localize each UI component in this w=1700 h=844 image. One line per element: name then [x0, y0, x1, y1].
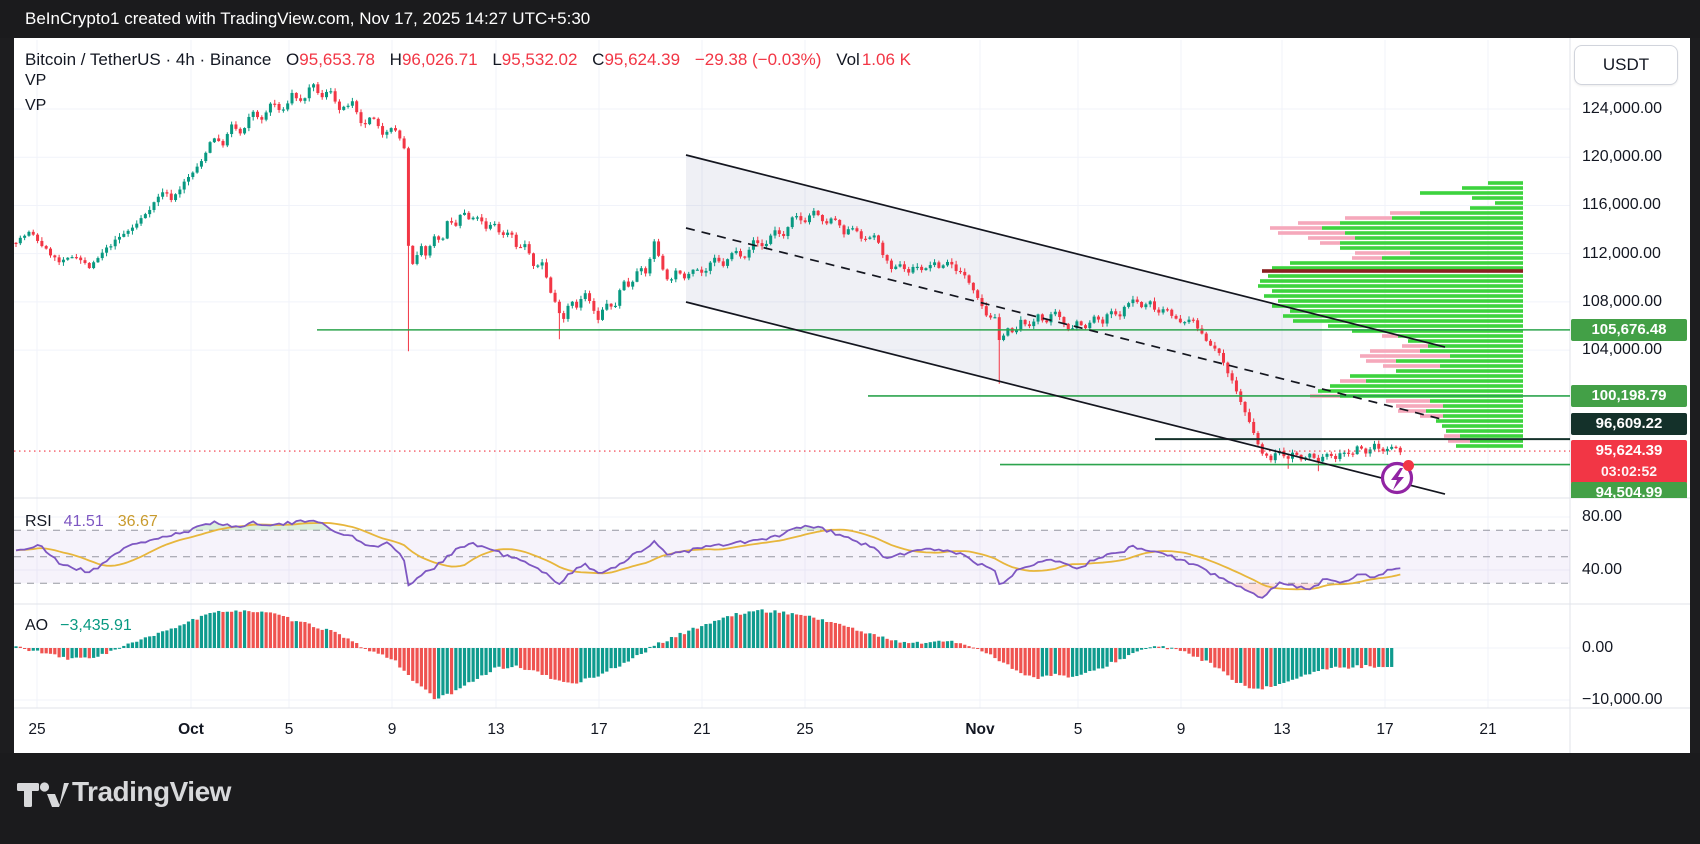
symbol-header: Bitcoin / TetherUS · 4h · Binance O95,65… [25, 50, 911, 70]
volume-profile [1258, 181, 1523, 448]
close-label: C [592, 50, 605, 69]
time-axis[interactable]: 25 Oct 5 9 13 17 21 25 Nov 5 9 13 17 21 [14, 708, 1570, 753]
price-tick-label: 108,000.00 [1582, 292, 1663, 310]
time-axis-label: 9 [1176, 721, 1186, 738]
price-axis[interactable]: USDT 105,676.48 100,198.79 96,609.22 95,624… [1570, 38, 1690, 753]
candles [14, 82, 1402, 472]
price-axis-badge: 95,624.39 03:02:52 [1571, 440, 1687, 484]
price-tick-label: 112,000.00 [1582, 244, 1661, 262]
rsi-label: RSI [25, 513, 52, 530]
time-axis-label: 5 [1073, 721, 1083, 738]
indicator-legend-ao[interactable]: AO −3,435.91 [25, 617, 132, 635]
price-pane [14, 82, 1570, 495]
rsi-value: 41.51 [63, 513, 104, 530]
price-tick-label: 116,000.00 [1582, 196, 1661, 214]
time-axis-label: 13 [1273, 721, 1291, 738]
time-axis-label: 25 [796, 721, 814, 738]
price-tick-label: 104,000.00 [1582, 341, 1663, 359]
tradingview-logo-icon [17, 782, 69, 807]
rsi-ma-value: 36.67 [117, 513, 158, 530]
time-axis-label: 17 [590, 721, 608, 738]
channel-line [685, 154, 1446, 348]
open-label: O [286, 50, 300, 69]
price-axis-badge: 96,609.22 [1571, 413, 1687, 435]
countdown-timer: 03:02:52 [1600, 463, 1658, 479]
ao-tick-label: 0.00 [1582, 639, 1614, 656]
ao-tick-label: −10,000.00 [1582, 691, 1663, 708]
indicator-legend-vp-1[interactable]: VP [25, 72, 47, 89]
price-tick-label: 124,000.00 [1582, 100, 1663, 118]
footer-bar: TradingView [0, 753, 1700, 844]
rsi-tick-label: 80.00 [1582, 508, 1623, 525]
volume-value: 1.06 K [861, 50, 911, 69]
time-axis-label: 13 [487, 721, 505, 738]
volume-label: Vol [836, 50, 860, 69]
price-axis-badge: 100,198.79 [1571, 385, 1687, 407]
rsi-pane [14, 519, 1570, 599]
currency-toggle-button[interactable]: USDT [1574, 45, 1678, 85]
indicator-legend-vp-2[interactable]: VP [25, 97, 47, 114]
attribution-text: BeInCrypto1 created with TradingView.com… [25, 9, 591, 28]
symbol-title[interactable]: Bitcoin / TetherUS · 4h · Binance [25, 50, 272, 69]
channel-line [685, 301, 1446, 495]
price-tick-label: 120,000.00 [1582, 148, 1663, 166]
low-label: L [492, 50, 502, 69]
ao-value: −3,435.91 [60, 617, 132, 634]
price-axis-badge: 94,504.99 [1571, 482, 1687, 498]
ao-label: AO [25, 617, 49, 634]
low-value: 95,532.02 [501, 50, 578, 69]
flash-event-icon [1380, 460, 1414, 495]
rsi-tick-label: 40.00 [1582, 561, 1623, 578]
high-value: 96,026.71 [401, 50, 478, 69]
tradingview-logo-text: TradingView [72, 776, 231, 807]
close-value: 95,624.39 [604, 50, 681, 69]
time-axis-label: 9 [387, 721, 397, 738]
indicator-legend-rsi[interactable]: RSI 41.51 36.67 [25, 513, 158, 531]
time-axis-label: 21 [693, 721, 711, 738]
time-axis-label: 21 [1479, 721, 1497, 738]
time-axis-label: Nov [965, 721, 995, 738]
time-axis-label: 17 [1376, 721, 1394, 738]
change-value: −29.38 (−0.03%) [694, 50, 822, 69]
price-axis-badges: 105,676.48 100,198.79 96,609.22 95,624.39 03… [1570, 38, 1690, 498]
open-value: 95,653.78 [299, 50, 375, 69]
high-label: H [389, 50, 402, 69]
channel-line [685, 227, 1446, 421]
rsi-line [15, 519, 1401, 599]
ao-pane [14, 609, 1394, 700]
attribution-bar: BeInCrypto1 created with TradingView.com… [0, 0, 1700, 38]
time-axis-label: 25 [28, 721, 46, 738]
price-axis-badge: 105,676.48 [1571, 319, 1687, 341]
time-axis-label: 5 [284, 721, 294, 738]
vp-poc-row [1262, 269, 1523, 273]
time-axis-label: Oct [178, 721, 204, 738]
